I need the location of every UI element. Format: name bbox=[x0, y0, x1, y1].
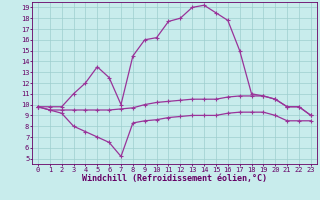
X-axis label: Windchill (Refroidissement éolien,°C): Windchill (Refroidissement éolien,°C) bbox=[82, 174, 267, 183]
